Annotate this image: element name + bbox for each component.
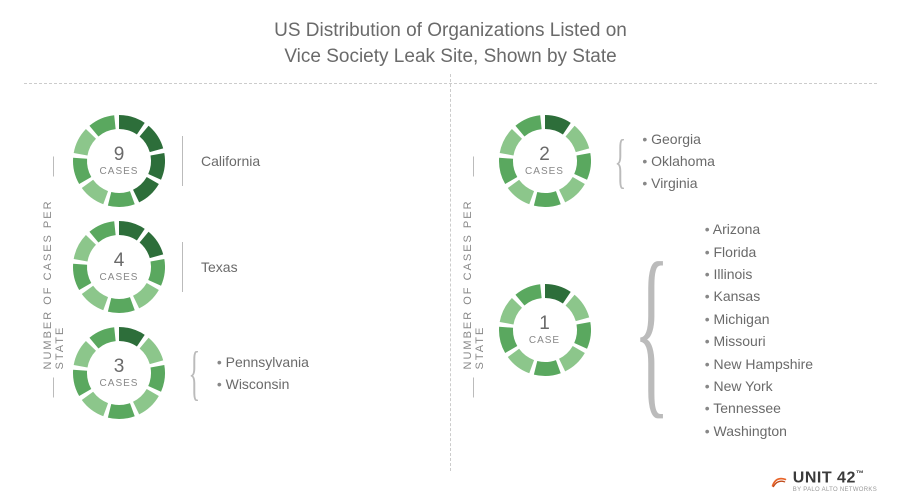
ring-number: 1 (539, 314, 550, 333)
state-item: Pennsylvania (217, 351, 309, 373)
state-list: ArizonaFloridaIllinoisKansasMichiganMiss… (705, 218, 813, 442)
case-row: 2 CASES { GeorgiaOklahomaVirginia (496, 112, 874, 210)
row-separator (182, 136, 183, 186)
state-item: Texas (201, 259, 238, 275)
state-list: Texas (201, 256, 238, 278)
donut-ring: 1 CASE (496, 281, 594, 379)
case-row: 9 CASES California (70, 112, 448, 210)
ring-label: 2 CASES (496, 112, 594, 210)
ring-number: 9 (114, 145, 125, 164)
state-item: Michigan (705, 308, 813, 330)
state-item: Oklahoma (642, 150, 715, 172)
ring-word: CASE (529, 335, 560, 346)
state-item: California (201, 153, 260, 169)
state-list: PennsylvaniaWisconsin (217, 351, 309, 396)
ring-label: 1 CASE (496, 281, 594, 379)
state-item: Wisconsin (217, 373, 309, 395)
state-item: Illinois (705, 263, 813, 285)
y-axis-label-left: NUMBER OF CASES PER STATE (42, 185, 66, 370)
state-item: Tennessee (705, 397, 813, 419)
unit42-logo-icon (771, 473, 787, 489)
state-list: California (201, 150, 260, 172)
page-title: US Distribution of Organizations Listed … (0, 0, 901, 83)
footer-brand: UNIT 42™ BY PALO ALTO NETWORKS (771, 469, 877, 493)
y-axis-label-right: NUMBER OF CASES PER STATE (462, 185, 486, 370)
ring-label: 9 CASES (70, 112, 168, 210)
donut-ring: 2 CASES (496, 112, 594, 210)
brace-icon: { (633, 245, 669, 416)
brace-icon: { (189, 339, 201, 408)
ring-word: CASES (100, 166, 139, 177)
ring-label: 3 CASES (70, 324, 168, 422)
state-item: Kansas (705, 285, 813, 307)
ring-word: CASES (100, 272, 139, 283)
columns: NUMBER OF CASES PER STATE 9 CASES Califo… (0, 84, 901, 462)
ring-number: 2 (539, 145, 550, 164)
state-item: Arizona (705, 218, 813, 240)
brace-icon: { (614, 127, 626, 196)
ring-number: 3 (114, 357, 125, 376)
ring-number: 4 (114, 251, 125, 270)
right-column: NUMBER OF CASES PER STATE 2 CASES { Geor… (448, 92, 874, 462)
case-row: 1 CASE { ArizonaFloridaIllinoisKansasMic… (496, 218, 874, 442)
donut-ring: 4 CASES (70, 218, 168, 316)
case-row: 4 CASES Texas (70, 218, 448, 316)
state-item: Florida (705, 241, 813, 263)
state-item: Georgia (642, 128, 715, 150)
ring-label: 4 CASES (70, 218, 168, 316)
ring-word: CASES (525, 166, 564, 177)
left-column: NUMBER OF CASES PER STATE 9 CASES Califo… (28, 92, 448, 462)
state-item: New York (705, 375, 813, 397)
donut-ring: 9 CASES (70, 112, 168, 210)
state-item: Virginia (642, 172, 715, 194)
state-list: GeorgiaOklahomaVirginia (642, 128, 715, 195)
state-item: Missouri (705, 330, 813, 352)
state-item: New Hampshire (705, 353, 813, 375)
donut-ring: 3 CASES (70, 324, 168, 422)
row-separator (182, 242, 183, 292)
ring-word: CASES (100, 378, 139, 389)
case-row: 3 CASES { PennsylvaniaWisconsin (70, 324, 448, 422)
state-item: Washington (705, 420, 813, 442)
